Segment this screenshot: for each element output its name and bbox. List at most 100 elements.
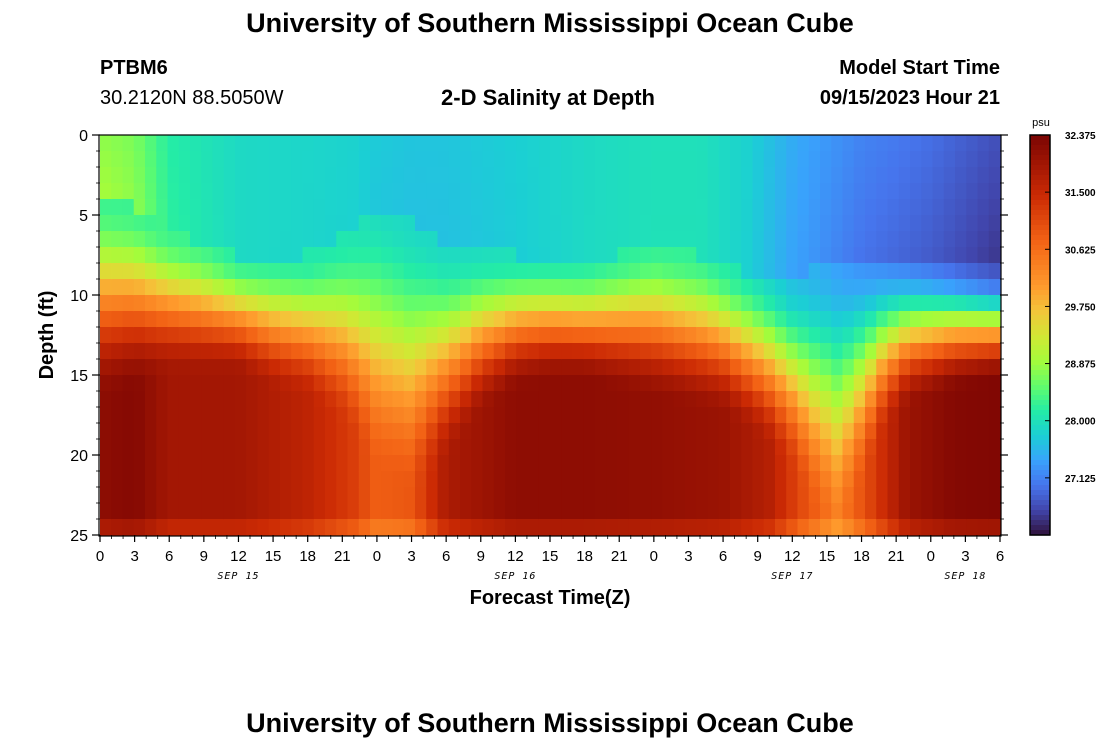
heatmap-cell: [145, 343, 157, 360]
heatmap-cell: [820, 359, 832, 376]
heatmap-cell: [538, 423, 551, 440]
colorbar-band: [1030, 420, 1050, 426]
heatmap-cell: [921, 519, 934, 536]
heatmap-cell: [786, 263, 799, 280]
heatmap-cell: [617, 471, 630, 488]
heatmap-cell: [347, 135, 360, 152]
heatmap-cell: [235, 423, 247, 440]
heatmap-cell: [820, 423, 832, 440]
heatmap-cell: [651, 215, 664, 232]
heatmap-cell: [887, 423, 900, 440]
heatmap-cell: [370, 199, 382, 216]
heatmap-cell: [246, 407, 259, 424]
heatmap-cell: [707, 135, 720, 152]
heatmap-cell: [786, 295, 799, 312]
heatmap-cell: [763, 343, 776, 360]
heatmap-cell: [988, 295, 1001, 312]
heatmap-cell: [156, 343, 169, 360]
heatmap-cell: [910, 199, 922, 216]
heatmap-cell: [448, 471, 461, 488]
heatmap-cell: [673, 247, 686, 264]
heatmap-cell: [133, 439, 146, 456]
heatmap-cell: [122, 343, 135, 360]
heatmap-cell: [932, 279, 945, 296]
heatmap-cell: [426, 199, 439, 216]
heatmap-cell: [786, 503, 799, 520]
heatmap-cell: [482, 503, 495, 520]
heatmap-cell: [718, 407, 731, 424]
heatmap-cell: [955, 519, 967, 536]
heatmap-cell: [718, 359, 731, 376]
heatmap-cell: [662, 391, 675, 408]
heatmap-cell: [392, 247, 405, 264]
heatmap-cell: [820, 151, 832, 168]
heatmap-cell: [100, 375, 112, 392]
heatmap-cell: [943, 487, 956, 504]
heatmap-cell: [190, 279, 202, 296]
colorbar-band: [1030, 415, 1050, 421]
heatmap-cell: [246, 295, 259, 312]
colorbar-band: [1030, 385, 1050, 391]
heatmap-cell: [415, 279, 427, 296]
heatmap-cell: [910, 423, 922, 440]
x-tick-label: 12: [507, 548, 524, 565]
heatmap-cell: [370, 487, 382, 504]
heatmap-cell: [730, 487, 742, 504]
heatmap-cell: [156, 439, 169, 456]
heatmap-cell: [325, 215, 337, 232]
heatmap-cell: [178, 439, 191, 456]
heatmap-cell: [145, 359, 157, 376]
heatmap-cell: [268, 247, 281, 264]
heatmap-cell: [538, 487, 551, 504]
heatmap-cell: [977, 391, 990, 408]
heatmap-cell: [696, 135, 709, 152]
colorbar-band: [1030, 295, 1050, 301]
heatmap-cell: [370, 327, 382, 344]
heatmap-cell: [707, 247, 720, 264]
heatmap-cell: [898, 391, 911, 408]
heatmap-cell: [685, 135, 697, 152]
heatmap-cell: [955, 279, 967, 296]
heatmap-cell: [718, 183, 731, 200]
heatmap-cell: [921, 295, 934, 312]
heatmap-cell: [550, 391, 562, 408]
heatmap-cell: [347, 263, 360, 280]
colorbar-tick-label: 30.625: [1065, 245, 1096, 256]
colorbar-band: [1030, 430, 1050, 436]
heatmap-cell: [145, 231, 157, 248]
heatmap-cell: [763, 503, 776, 520]
heatmap-cell: [493, 135, 506, 152]
heatmap-cell: [583, 135, 596, 152]
heatmap-cell: [516, 183, 529, 200]
heatmap-cell: [482, 439, 495, 456]
heatmap-cell: [865, 343, 877, 360]
heatmap-cell: [426, 327, 439, 344]
heatmap-cell: [910, 279, 922, 296]
heatmap-cell: [775, 471, 787, 488]
heatmap-cell: [583, 199, 596, 216]
heatmap-cell: [966, 295, 979, 312]
heatmap-cell: [696, 439, 709, 456]
heatmap-cell: [235, 407, 247, 424]
heatmap-cell: [246, 359, 259, 376]
heatmap-cell: [673, 391, 686, 408]
heatmap-cell: [561, 247, 574, 264]
heatmap-cell: [212, 135, 225, 152]
heatmap-cell: [246, 503, 259, 520]
colorbar-band: [1030, 345, 1050, 351]
heatmap-cell: [921, 279, 934, 296]
heatmap-cell: [505, 311, 517, 328]
heatmap-cell: [381, 391, 394, 408]
heatmap-cell: [313, 183, 326, 200]
heatmap-cell: [921, 487, 934, 504]
heatmap-cell: [550, 263, 562, 280]
heatmap-cell: [820, 487, 832, 504]
heatmap-cell: [718, 455, 731, 472]
heatmap-cell: [156, 311, 169, 328]
colorbar-tick-label: 29.750: [1065, 302, 1096, 313]
heatmap-cell: [100, 151, 112, 168]
heatmap-cell: [336, 311, 349, 328]
heatmap-cell: [122, 279, 135, 296]
heatmap-cell: [212, 407, 225, 424]
heatmap-cell: [358, 199, 371, 216]
